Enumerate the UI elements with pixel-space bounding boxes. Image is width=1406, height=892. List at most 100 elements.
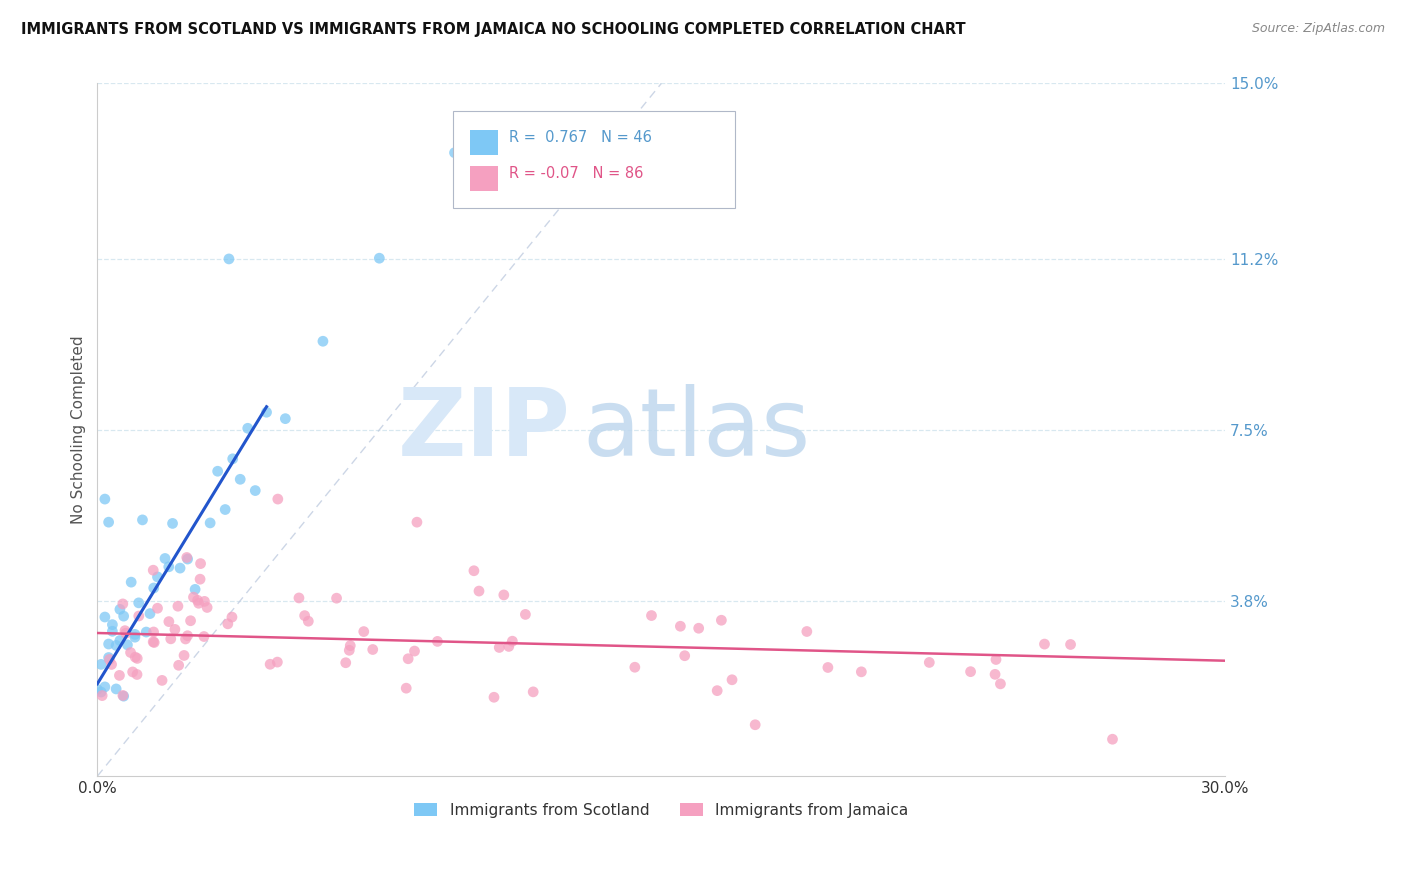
Point xyxy=(267,492,290,507)
Point xyxy=(368,251,391,265)
Point xyxy=(98,652,121,666)
Point xyxy=(796,624,818,639)
FancyBboxPatch shape xyxy=(470,166,498,191)
Point xyxy=(114,624,136,638)
Point xyxy=(406,515,429,529)
Point xyxy=(851,665,873,679)
Point xyxy=(297,614,319,628)
Point xyxy=(245,483,267,498)
Point xyxy=(111,597,134,611)
Point xyxy=(94,680,117,694)
Point xyxy=(97,637,120,651)
Point xyxy=(640,608,662,623)
Point xyxy=(124,627,146,641)
Point xyxy=(94,492,117,507)
Point xyxy=(353,624,375,639)
Point xyxy=(266,655,288,669)
Point xyxy=(90,657,112,672)
Point xyxy=(990,677,1012,691)
Point xyxy=(117,638,139,652)
Point xyxy=(259,657,281,672)
Point xyxy=(127,651,149,665)
Point xyxy=(187,593,209,607)
Point xyxy=(121,665,143,679)
Text: R =  0.767   N = 46: R = 0.767 N = 46 xyxy=(509,130,652,145)
Point xyxy=(142,625,165,640)
Point xyxy=(111,689,134,703)
Point xyxy=(128,609,150,624)
Point xyxy=(112,689,135,703)
Point xyxy=(163,623,186,637)
Point xyxy=(124,650,146,665)
Point xyxy=(101,624,124,639)
Point xyxy=(167,658,190,673)
Point xyxy=(86,682,108,697)
Point xyxy=(214,502,236,516)
Text: R = -0.07   N = 86: R = -0.07 N = 86 xyxy=(509,166,644,181)
Point xyxy=(183,590,205,604)
Point xyxy=(984,667,1007,681)
Point xyxy=(124,630,146,644)
Point xyxy=(184,582,207,597)
Point xyxy=(222,451,245,466)
Point xyxy=(217,616,239,631)
Point xyxy=(108,668,131,682)
Point xyxy=(744,718,766,732)
FancyBboxPatch shape xyxy=(470,130,498,155)
Point xyxy=(169,561,191,575)
Point xyxy=(146,601,169,615)
Point xyxy=(193,630,215,644)
Point xyxy=(167,599,190,614)
Legend: Immigrants from Scotland, Immigrants from Jamaica: Immigrants from Scotland, Immigrants fro… xyxy=(408,797,914,824)
Point xyxy=(97,515,120,529)
Point xyxy=(339,639,361,653)
Point xyxy=(153,551,176,566)
Point xyxy=(688,621,710,635)
Point xyxy=(128,596,150,610)
Point xyxy=(396,652,419,666)
Point xyxy=(325,591,347,606)
Point xyxy=(157,615,180,629)
Point xyxy=(218,252,240,266)
Point xyxy=(125,667,148,681)
Point xyxy=(443,145,465,160)
Point xyxy=(173,648,195,663)
Point xyxy=(131,513,153,527)
Point xyxy=(1059,638,1081,652)
Point xyxy=(193,594,215,608)
Point xyxy=(159,632,181,646)
Point xyxy=(288,591,311,605)
Point xyxy=(1033,637,1056,651)
Point xyxy=(142,635,165,649)
Point xyxy=(120,646,142,660)
Point xyxy=(176,629,198,643)
Point xyxy=(498,640,520,654)
Point xyxy=(105,681,128,696)
Point xyxy=(312,334,335,349)
Point xyxy=(404,644,426,658)
Point xyxy=(105,639,128,653)
Point xyxy=(162,516,184,531)
Point xyxy=(669,619,692,633)
Point xyxy=(488,640,510,655)
Point xyxy=(817,660,839,674)
Point xyxy=(188,572,211,586)
Point xyxy=(120,575,142,590)
Point xyxy=(984,652,1007,666)
Point xyxy=(142,563,165,577)
Point xyxy=(256,405,278,419)
Point xyxy=(180,614,202,628)
Point xyxy=(198,516,221,530)
Point xyxy=(174,632,197,646)
Point xyxy=(142,581,165,595)
Point xyxy=(207,464,229,478)
Y-axis label: No Schooling Completed: No Schooling Completed xyxy=(72,335,86,524)
Point xyxy=(146,570,169,584)
Point xyxy=(710,613,733,627)
Point xyxy=(395,681,418,695)
Point xyxy=(108,602,131,616)
Point xyxy=(673,648,696,663)
Point xyxy=(150,673,173,688)
Point xyxy=(918,656,941,670)
Text: atlas: atlas xyxy=(582,384,811,475)
